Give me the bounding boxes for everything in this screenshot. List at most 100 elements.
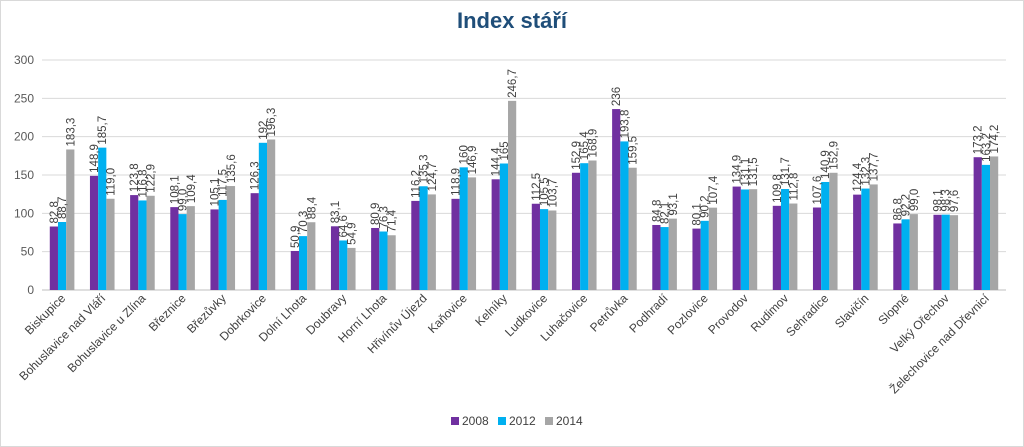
y-tick-label: 150 [14,168,34,182]
data-label: 183,3 [65,118,77,147]
category-label: Kaňovice [425,291,470,336]
data-label: 50,9 [290,226,302,248]
data-label: 99,0 [178,189,190,211]
bar [508,100,517,290]
category-label: Petrůvka [587,291,631,335]
bar [539,209,549,290]
data-label: 131,7 [780,157,792,186]
bar [339,240,348,290]
legend-label: 2008 [462,414,489,428]
data-label: 132,3 [860,157,872,186]
data-label: 105,1 [210,178,222,207]
bar [700,220,709,290]
bar [732,186,741,290]
gridlines [42,59,1006,291]
data-label: 90,2 [700,195,712,217]
data-label: 174,2 [989,125,1001,154]
bar [652,224,661,290]
bar [933,214,942,290]
bar [708,207,718,290]
data-label: 173,2 [973,125,985,154]
category-label: Slopné [875,291,912,328]
data-label: 131,1 [740,158,752,187]
y-tick-label: 300 [14,53,34,67]
bar [692,228,701,290]
data-label: 98,1 [933,189,945,211]
category-label: Slavičín [832,291,872,331]
data-label: 196,3 [266,108,278,137]
data-label: 152,9 [828,141,840,170]
bar [869,184,878,290]
y-tick-label: 250 [14,91,34,105]
bar [170,207,179,290]
bar [98,147,107,290]
data-label: 148,9 [89,144,101,173]
bar [949,215,959,290]
bar [861,188,870,290]
legend-swatch [545,417,553,425]
data-label: 135,6 [226,154,238,183]
data-label: 107,4 [708,175,720,204]
data-label: 246,7 [507,69,519,98]
data-label: 146,9 [467,146,479,175]
bar [106,198,115,290]
bar [250,193,259,290]
bar [812,207,822,290]
data-label: 103,7 [547,179,559,208]
data-label: 112,8 [788,173,800,201]
bar [789,203,798,290]
bar [371,227,380,290]
bar [628,167,637,290]
bar [620,141,629,290]
bar [419,186,428,290]
bar [588,160,597,290]
data-label: 112,5 [531,173,543,201]
bar [178,214,187,290]
data-label: 88,7 [57,197,69,219]
bar [330,226,340,290]
bar [981,164,991,290]
bar [901,219,910,290]
y-tick-label: 200 [14,130,34,144]
bar [612,109,621,290]
bar [267,139,276,290]
data-label: 165,4 [579,131,591,160]
data-label: 134,9 [732,155,744,184]
bar [499,163,509,290]
data-label: 160 [459,145,471,164]
y-tick-label: 100 [14,206,34,220]
bar [451,198,460,290]
category-label: Kelníky [472,291,510,329]
data-label: 123,8 [129,163,141,192]
data-label: 126,3 [250,161,262,190]
bar [853,194,862,290]
bar [531,203,540,290]
bar [491,179,500,290]
y-axis: 0 50 100 150 200 250 300 [14,53,34,297]
bar [186,206,195,290]
bar [973,157,982,290]
bar [893,223,902,290]
bar [218,199,227,290]
data-label: 107,6 [812,176,824,205]
legend-label: 2012 [509,414,536,428]
category-label: Pozlovice [665,291,711,337]
bar [780,189,790,290]
y-tick-label: 50 [21,245,35,259]
data-label: 118,9 [451,168,463,196]
bar [138,200,147,290]
bar [130,195,139,290]
data-label: 99,0 [909,189,921,211]
bar [821,181,830,290]
data-label: 71,4 [387,209,399,232]
data-label: 236 [611,87,623,106]
data-label: 185,7 [97,116,109,145]
bar [146,195,155,290]
bar [89,175,99,290]
data-label: 124,7 [427,163,439,192]
data-label: 168,9 [587,129,599,158]
bar [290,250,299,290]
legend-swatch [451,417,459,425]
category-label: Podhradí [626,291,671,336]
